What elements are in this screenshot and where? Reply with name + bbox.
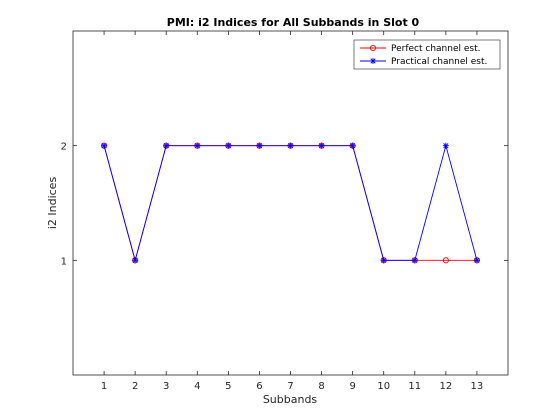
x-tick-label: 3: [163, 381, 169, 392]
x-tick-label: 4: [194, 381, 200, 392]
x-tick-label: 6: [256, 381, 262, 392]
x-tick-label: 8: [318, 381, 324, 392]
data-point: [318, 142, 325, 149]
x-tick-label: 5: [225, 381, 231, 392]
data-point: [380, 257, 387, 264]
data-point: [442, 142, 449, 149]
y-tick-label: 2: [61, 142, 67, 153]
data-point: [442, 257, 449, 264]
x-tick-label: 1: [101, 381, 107, 392]
chart-title: PMI: i2 Indices for All Subbands in Slot…: [167, 16, 420, 29]
legend-marker: [370, 58, 376, 64]
x-tick-label: 7: [287, 381, 293, 392]
x-axis: 1 2 3 4 5 6 7 8 9 10 11 12 13: [101, 31, 483, 392]
x-tick-label: 13: [471, 381, 484, 392]
legend-marker: [369, 44, 377, 52]
data-point: [411, 257, 418, 264]
x-axis-label: Subbands: [263, 393, 318, 406]
data-point: [194, 142, 201, 149]
legend-box: [353, 39, 501, 70]
y-axis: 12: [61, 142, 508, 267]
x-tick-label: 12: [439, 381, 452, 392]
y-axis-label: i2 Indices: [46, 177, 59, 230]
y-tick-label: 1: [61, 256, 67, 267]
data-point: [225, 142, 232, 149]
x-tick-label: 10: [377, 381, 390, 392]
series-layer: [101, 142, 480, 264]
data-point: [101, 142, 108, 149]
legend-label: Practical channel est.: [391, 57, 487, 67]
data-point: [349, 142, 356, 149]
x-tick-label: 2: [132, 381, 138, 392]
legend-label: Perfect channel est.: [391, 44, 480, 54]
data-point: [163, 142, 170, 149]
plot-area: [72, 30, 509, 376]
legend: Perfect channel est. Practical channel es…: [353, 39, 501, 70]
data-point: [473, 257, 480, 264]
data-point: [256, 142, 263, 149]
x-tick-label: 9: [349, 381, 355, 392]
x-tick-label: 11: [408, 381, 421, 392]
data-point: [287, 142, 294, 149]
data-point: [132, 257, 139, 264]
